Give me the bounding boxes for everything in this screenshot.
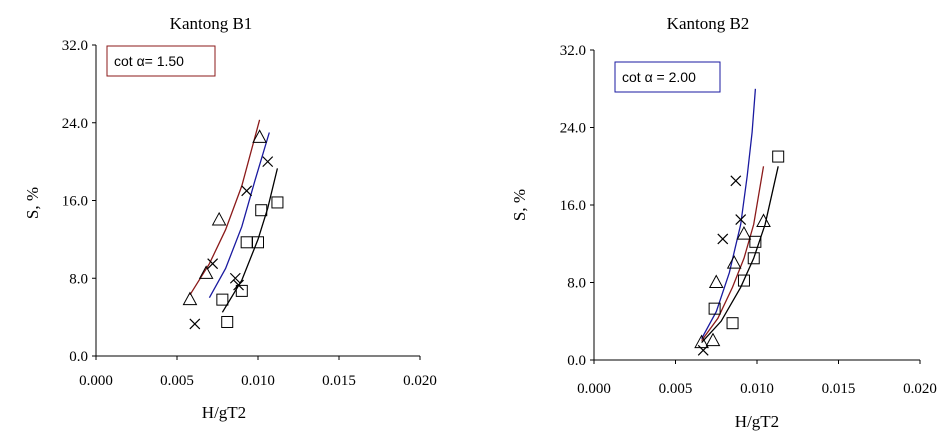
triangle-marker xyxy=(182,291,198,306)
square-marker xyxy=(240,236,253,249)
y-axis-label: S, % xyxy=(23,187,42,219)
fit-curve xyxy=(221,168,279,313)
x-tick-label: 0.005 xyxy=(160,373,194,389)
x-tick-label: 0.015 xyxy=(822,381,856,397)
chart-kantong-b2: Kantong B2 H/gT2 S, % 0.0 8.0 16.0 24.0 … xyxy=(510,14,937,431)
annotation-label: cot α= 1.50 xyxy=(114,53,184,69)
y-tick-label: 32.0 xyxy=(560,43,586,59)
triangle-marker xyxy=(726,255,742,269)
y-tick-label: 0.0 xyxy=(69,349,88,365)
square-marker xyxy=(708,302,721,315)
y-ticks: 0.0 8.0 16.0 24.0 32.0 xyxy=(62,38,96,365)
triangle-marker xyxy=(736,226,752,240)
x-ticks: 0.000 0.005 0.010 0.015 0.020 xyxy=(577,360,937,397)
square-marker xyxy=(749,235,762,248)
x-tick-label: 0.005 xyxy=(659,381,693,397)
y-tick-label: 8.0 xyxy=(69,271,88,287)
y-tick-label: 32.0 xyxy=(62,38,88,54)
square-marker xyxy=(252,236,264,249)
chart-title: Kantong B1 xyxy=(170,14,253,33)
square-marker xyxy=(255,204,268,217)
square-marker xyxy=(216,293,229,306)
square-marker xyxy=(772,150,785,163)
fit-curve xyxy=(208,132,270,299)
cross-marker xyxy=(697,344,709,356)
y-axis-label: S, % xyxy=(510,189,529,221)
data-points xyxy=(694,150,785,356)
x-tick-label: 0.010 xyxy=(241,373,275,389)
square-marker xyxy=(235,284,248,297)
cross-marker xyxy=(189,318,201,330)
square-marker xyxy=(271,196,284,209)
data-points xyxy=(182,129,284,330)
annotation-box xyxy=(106,45,216,77)
x-tick-label: 0.000 xyxy=(577,381,611,397)
fit-curve xyxy=(701,166,765,341)
fit-curves xyxy=(189,119,279,313)
x-tick-label: 0.020 xyxy=(403,373,437,389)
square-marker xyxy=(737,274,750,287)
y-tick-label: 8.0 xyxy=(567,276,586,292)
cross-marker xyxy=(735,214,747,225)
x-tick-label: 0.020 xyxy=(903,381,937,397)
x-tick-label: 0.000 xyxy=(79,373,113,389)
x-axis-label: H/gT2 xyxy=(202,403,246,422)
y-tick-label: 16.0 xyxy=(560,198,586,214)
cross-marker xyxy=(730,175,742,187)
fit-curves xyxy=(701,88,779,344)
triangle-marker xyxy=(252,129,267,143)
x-tick-label: 0.010 xyxy=(740,381,774,397)
y-tick-label: 16.0 xyxy=(62,194,88,210)
y-tick-label: 24.0 xyxy=(560,121,586,137)
cross-marker xyxy=(241,185,253,197)
triangle-marker xyxy=(198,265,214,279)
triangle-marker xyxy=(756,213,771,227)
fit-curve xyxy=(189,119,261,296)
square-marker xyxy=(747,252,760,265)
fit-curve xyxy=(701,88,757,340)
annotation-box xyxy=(614,61,721,93)
cross-marker xyxy=(207,258,219,270)
triangle-marker xyxy=(705,332,721,347)
cross-marker xyxy=(717,233,729,245)
x-ticks: 0.000 0.005 0.010 0.015 0.020 xyxy=(79,356,437,389)
y-tick-label: 0.0 xyxy=(567,353,586,369)
square-marker xyxy=(726,317,739,330)
square-marker xyxy=(221,315,234,328)
annotation-label: cot α = 2.00 xyxy=(622,69,696,85)
triangle-marker xyxy=(211,211,227,226)
triangle-marker xyxy=(694,334,709,349)
y-ticks: 0.0 8.0 16.0 24.0 32.0 xyxy=(560,43,594,369)
cross-marker xyxy=(229,272,241,284)
chart-title: Kantong B2 xyxy=(667,14,750,33)
triangle-marker xyxy=(708,274,724,288)
chart-kantong-b1: Kantong B1 H/gT2 S, % 0.0 8.0 16.0 24.0 … xyxy=(23,14,437,422)
fit-curve xyxy=(701,166,779,344)
y-tick-label: 24.0 xyxy=(62,116,88,132)
x-axis-label: H/gT2 xyxy=(735,412,779,431)
x-tick-label: 0.015 xyxy=(322,373,356,389)
cross-marker xyxy=(262,156,274,168)
